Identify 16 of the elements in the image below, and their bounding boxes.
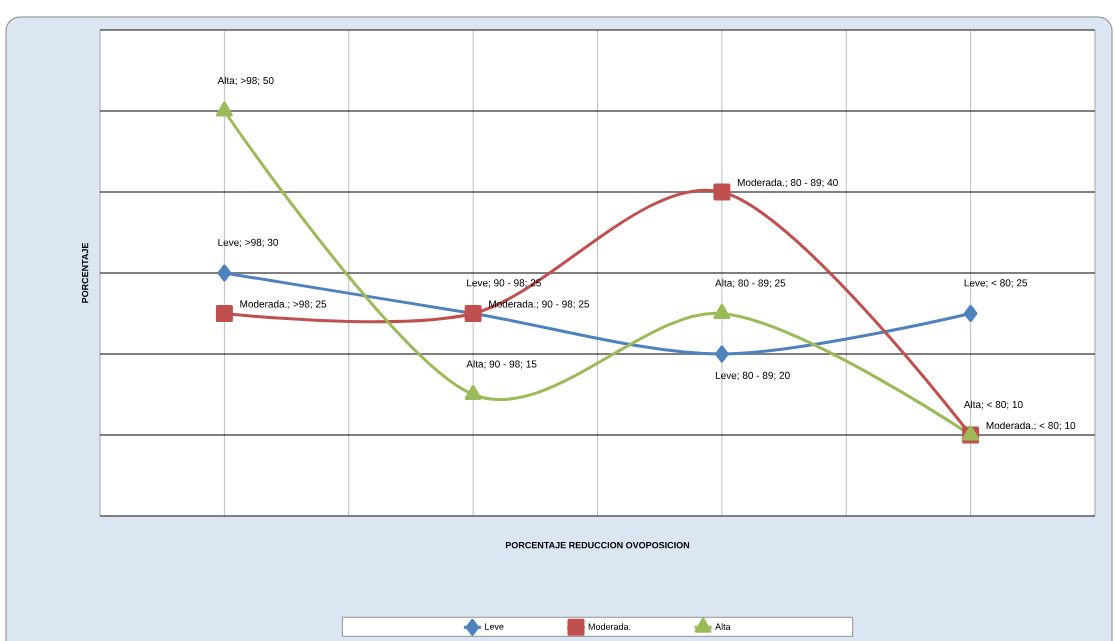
data-label: Leve; >98; 30 (218, 238, 279, 248)
data-label: Leve; 80 - 89; 20 (715, 371, 790, 381)
legend-label: Leve (485, 623, 504, 630)
data-label: Alta; < 80; 10 (963, 400, 1023, 410)
data-label: Moderada.; >98; 25 (240, 300, 327, 309)
data-label: Moderada.; < 80; 10 (986, 421, 1076, 431)
legend-label: Moderada. (588, 623, 631, 630)
x-axis-title: PORCENTAJE REDUCCION OVOPOSICION (505, 541, 690, 549)
data-label: Alta; 80 - 89; 25 (715, 279, 786, 288)
data-label: Leve; < 80; 25 (964, 279, 1028, 288)
legend-label: Alta (715, 623, 731, 630)
data-label: Alta; >98; 50 (217, 76, 274, 86)
data-label: Alta; 90 - 98; 15 (466, 360, 537, 369)
data-label: Leve; 90 - 98; 25 (467, 279, 541, 288)
y-axis-title: PORCENTAJE (81, 242, 89, 303)
data-label: Moderada.; 80 - 89; 40 (737, 178, 838, 188)
